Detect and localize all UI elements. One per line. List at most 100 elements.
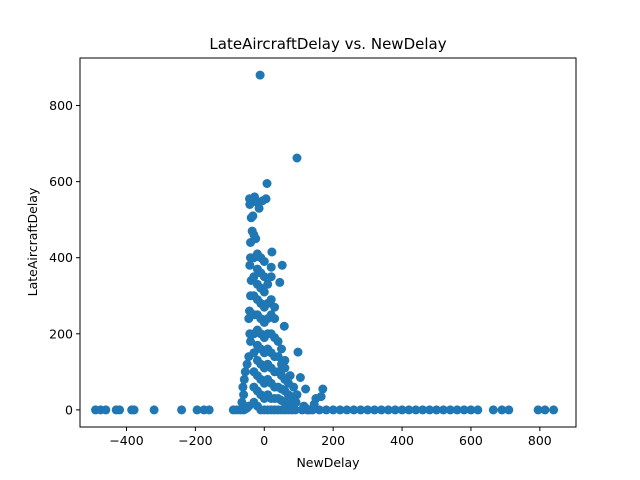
data-point — [240, 367, 250, 377]
data-point — [129, 405, 139, 415]
data-point — [115, 405, 125, 415]
data-point — [497, 405, 507, 415]
data-point — [245, 260, 255, 270]
data-point — [280, 363, 290, 373]
data-point — [238, 382, 248, 392]
data-point — [533, 405, 543, 415]
y-tick-label: 600 — [49, 174, 73, 189]
data-point — [328, 405, 338, 415]
x-tick-label: −200 — [178, 433, 212, 448]
data-point — [259, 257, 269, 266]
x-tick-label: 800 — [528, 433, 552, 448]
data-point — [540, 405, 550, 415]
data-point — [295, 373, 305, 382]
x-tick-label: −400 — [109, 433, 143, 448]
data-point — [335, 405, 345, 415]
data-point — [273, 336, 283, 346]
data-point — [356, 405, 366, 415]
data-point — [301, 384, 311, 394]
data-point — [291, 397, 301, 407]
data-point — [261, 194, 271, 204]
data-point — [204, 405, 214, 415]
data-point — [249, 272, 259, 282]
data-point — [270, 302, 280, 312]
data-point — [321, 405, 331, 415]
data-point — [459, 405, 469, 415]
data-point — [432, 405, 441, 415]
y-tick-label: 400 — [49, 250, 73, 265]
data-point — [411, 405, 421, 415]
data-point — [254, 203, 264, 213]
data-point — [280, 355, 290, 365]
data-point — [488, 405, 498, 415]
data-point — [445, 405, 455, 415]
x-axis-ticks: −400 −200 0 200 400 600 800 — [109, 427, 552, 448]
data-point — [259, 272, 269, 282]
data-point — [262, 179, 272, 188]
data-point — [418, 405, 428, 415]
data-point — [101, 405, 111, 415]
data-point — [266, 272, 276, 282]
data-point — [452, 405, 462, 415]
data-point — [149, 405, 159, 415]
data-point — [277, 344, 286, 354]
data-point — [314, 405, 324, 415]
data-point — [266, 262, 276, 272]
x-axis-label: NewDelay — [296, 455, 360, 470]
data-point — [425, 405, 435, 415]
data-point — [293, 347, 303, 357]
scatter-points — [91, 70, 559, 415]
data-point — [383, 405, 393, 415]
data-point — [275, 277, 285, 287]
data-point — [246, 336, 255, 346]
data-point — [279, 321, 289, 331]
data-point — [292, 153, 302, 163]
data-point — [255, 70, 265, 80]
data-point — [285, 371, 295, 381]
data-point — [242, 359, 252, 369]
data-point — [267, 247, 277, 257]
data-point — [277, 260, 287, 270]
data-point — [397, 405, 407, 415]
data-point — [376, 405, 386, 415]
y-tick-label: 200 — [49, 326, 73, 341]
data-point — [248, 211, 258, 221]
data-point — [239, 390, 249, 400]
chart-title: LateAircraftDelay vs. NewDelay — [209, 35, 446, 53]
data-point — [237, 397, 247, 407]
y-axis-ticks: 0 200 400 600 800 — [49, 98, 80, 417]
data-point — [263, 279, 273, 289]
data-point — [177, 405, 187, 415]
data-point — [404, 405, 414, 415]
data-point — [266, 295, 276, 305]
x-tick-label: 600 — [459, 433, 483, 448]
x-tick-label: 0 — [260, 433, 268, 448]
data-point — [473, 405, 483, 415]
data-point — [249, 348, 259, 358]
data-point — [349, 405, 359, 415]
data-point — [318, 384, 328, 394]
y-tick-label: 0 — [65, 402, 73, 417]
data-point — [273, 352, 283, 362]
x-tick-label: 200 — [321, 433, 345, 448]
data-point — [290, 405, 300, 415]
data-point — [239, 374, 249, 384]
y-tick-label: 800 — [49, 98, 73, 113]
data-point — [549, 405, 559, 415]
data-point — [292, 390, 302, 400]
data-point — [342, 405, 352, 415]
data-point — [438, 405, 448, 415]
y-axis-label: LateAircraftDelay — [25, 187, 40, 296]
data-point — [316, 392, 326, 402]
data-point — [192, 405, 202, 415]
data-point — [466, 405, 476, 415]
data-point — [504, 405, 514, 415]
data-point — [370, 405, 379, 415]
data-point — [289, 382, 299, 392]
data-point — [363, 405, 373, 415]
data-point — [390, 405, 400, 415]
x-tick-label: 400 — [390, 433, 414, 448]
data-point — [251, 234, 261, 244]
data-point — [259, 287, 269, 297]
